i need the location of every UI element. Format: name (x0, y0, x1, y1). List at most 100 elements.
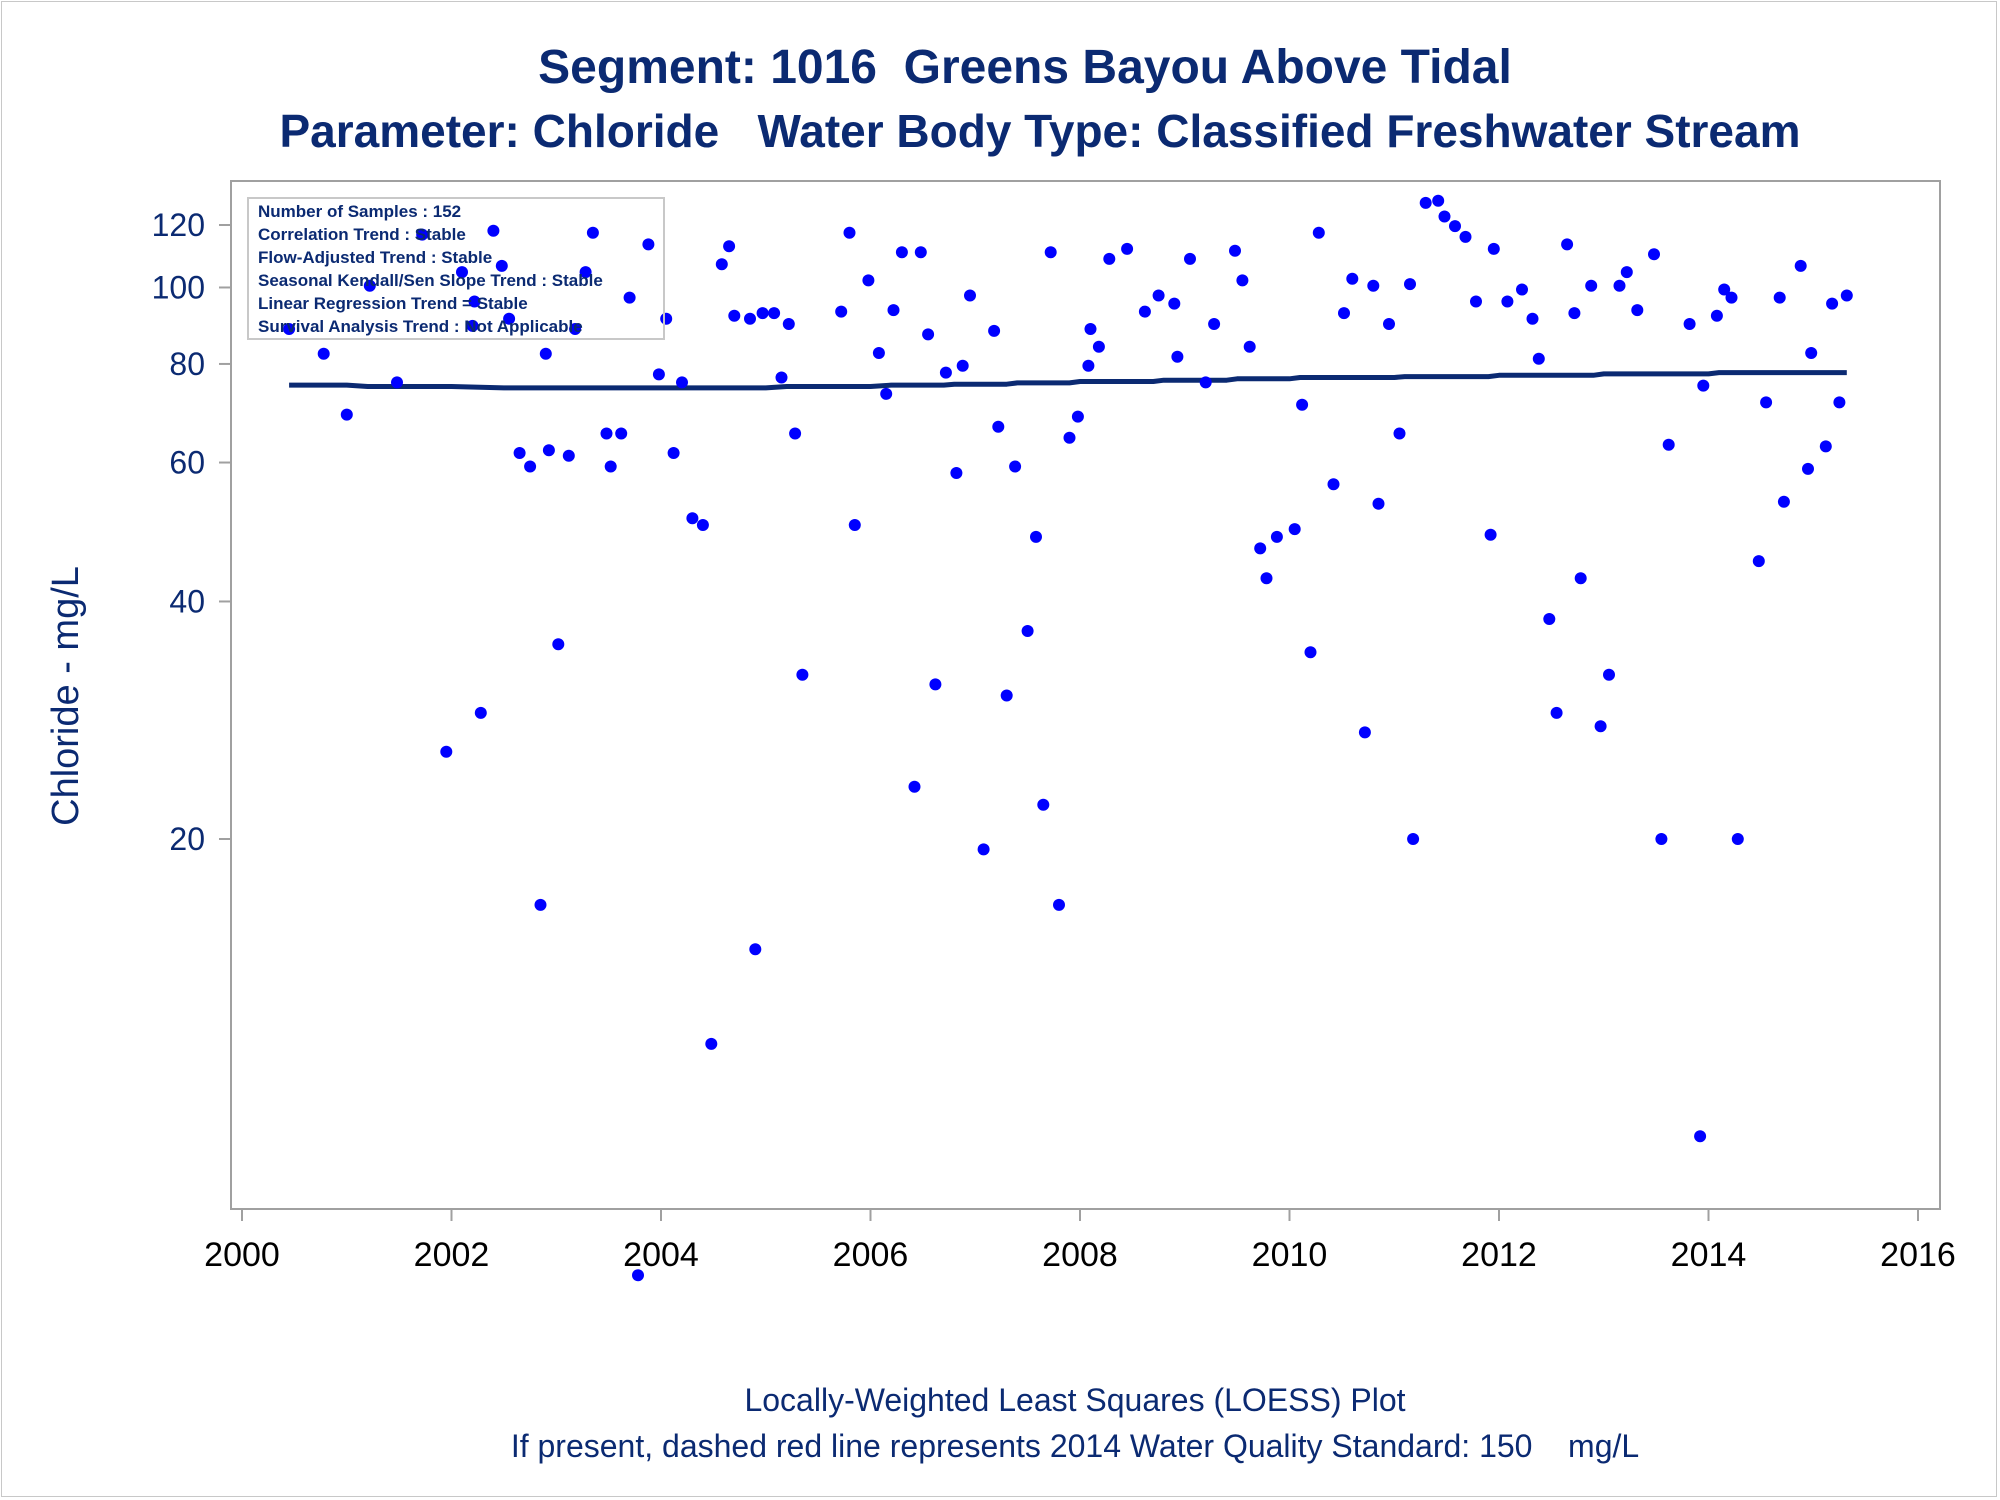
data-point (1009, 460, 1022, 473)
data-point (1655, 833, 1668, 845)
y-tick-label: 20 (169, 821, 205, 857)
y-tick-label: 60 (169, 445, 205, 481)
data-points (283, 194, 1853, 1282)
data-point (1561, 238, 1574, 251)
data-point (977, 843, 990, 856)
data-point (696, 519, 709, 531)
data-point (676, 376, 688, 389)
data-point (1840, 289, 1853, 302)
data-point (872, 347, 885, 359)
data-point (1288, 523, 1301, 536)
data-point (895, 246, 908, 259)
data-point (1731, 833, 1744, 845)
data-point (600, 427, 613, 440)
data-point (513, 447, 526, 459)
data-point (1082, 359, 1095, 372)
data-point (1260, 572, 1273, 585)
data-point (1419, 196, 1432, 209)
data-point (848, 519, 861, 531)
data-point (1594, 720, 1607, 733)
data-point (796, 668, 809, 681)
data-point (1084, 323, 1097, 335)
data-point (1760, 396, 1773, 409)
data-point (1407, 833, 1420, 845)
data-point (705, 1037, 718, 1050)
data-point (1550, 706, 1563, 719)
data-point (914, 246, 927, 259)
chart-subtitle: Parameter: Chloride Water Body Type: Cla… (279, 105, 1801, 157)
data-point (939, 366, 952, 379)
data-point (552, 638, 565, 651)
data-point (569, 323, 582, 335)
y-tick-label: 100 (152, 269, 205, 305)
x-tick-label: 2004 (623, 1236, 699, 1274)
data-point (1613, 279, 1626, 292)
stat-line: Survival Analysis Trend : Not Applicable (258, 317, 583, 336)
data-point (503, 312, 516, 325)
data-point (1648, 248, 1660, 261)
data-point (524, 460, 537, 473)
data-point (1802, 462, 1814, 475)
data-point (1710, 309, 1723, 322)
data-point (988, 324, 1001, 337)
data-point (495, 259, 508, 272)
stat-line: Flow-Adjusted Trend : Stable (258, 248, 492, 267)
data-point (1459, 230, 1472, 243)
x-tick-label: 2008 (1042, 1236, 1118, 1274)
stat-line: Number of Samples : 152 (258, 202, 461, 221)
data-point (1327, 478, 1340, 491)
data-point (652, 368, 665, 381)
data-point (908, 780, 921, 793)
data-point (1044, 246, 1057, 259)
plot-area (230, 180, 1941, 1210)
y-axis: 20 40 60 80 100 120 (152, 207, 231, 857)
data-point (1071, 410, 1084, 423)
data-point (950, 467, 963, 479)
data-point (880, 387, 893, 400)
data-point (1526, 312, 1539, 325)
data-point (1568, 307, 1581, 320)
data-point (340, 408, 353, 421)
data-point (862, 274, 875, 287)
data-point (1484, 528, 1497, 541)
data-point (1358, 726, 1371, 739)
data-point (1092, 340, 1105, 353)
data-point (1773, 291, 1786, 304)
data-point (1694, 1130, 1707, 1143)
footnote-loess: Locally-Weighted Least Squares (LOESS) P… (744, 1382, 1406, 1418)
data-point (1304, 646, 1317, 659)
data-point (1236, 274, 1249, 287)
data-point (1063, 431, 1076, 444)
data-point (440, 745, 453, 758)
data-point (756, 307, 769, 320)
data-point (1168, 297, 1181, 310)
data-point (1819, 440, 1832, 453)
data-point (1229, 244, 1241, 257)
data-point (1826, 297, 1839, 310)
stat-line: Correlation Trend : Stable (258, 225, 466, 244)
data-point (1372, 497, 1385, 510)
data-point (1367, 279, 1380, 292)
data-point (317, 347, 330, 360)
data-point (416, 228, 429, 241)
stats-box-border (247, 197, 665, 340)
data-point (1752, 555, 1765, 568)
data-point (1254, 542, 1267, 555)
data-point (1208, 318, 1221, 330)
data-point (642, 238, 655, 251)
data-point (1037, 798, 1050, 811)
data-point (1585, 279, 1598, 292)
data-point (1296, 398, 1309, 411)
data-point (1393, 427, 1406, 440)
data-point (723, 240, 736, 253)
data-point (1833, 396, 1846, 409)
data-point (1338, 307, 1350, 320)
y-tick-label: 80 (169, 346, 205, 382)
x-tick-label: 2000 (204, 1236, 280, 1274)
data-point (1438, 210, 1451, 223)
x-tick-label: 2016 (1880, 1236, 1956, 1274)
data-point (456, 266, 468, 279)
data-point (1270, 530, 1283, 543)
chart-title: Segment: 1016 Greens Bayou Above Tidal (538, 41, 1512, 94)
